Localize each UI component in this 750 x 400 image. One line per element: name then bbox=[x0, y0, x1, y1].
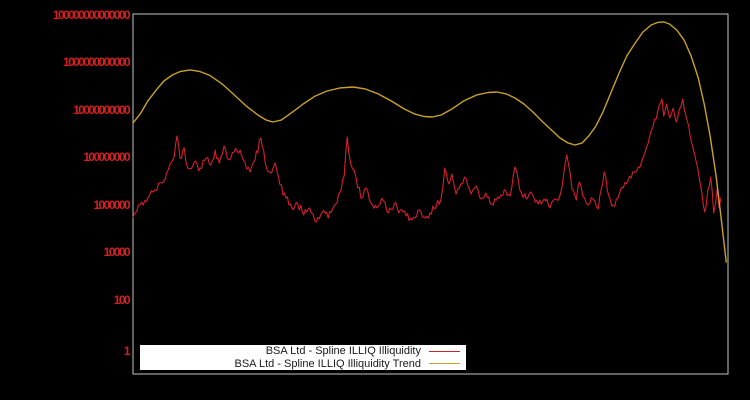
y-tick-label: 100000000 bbox=[83, 150, 131, 164]
legend-box: BSA Ltd - Spline ILLIQ Illiquidity BSA L… bbox=[139, 344, 467, 371]
illiquidity-series-line bbox=[132, 98, 722, 223]
y-tick-label: 10000 bbox=[104, 245, 131, 259]
trend-series-line bbox=[132, 21, 727, 263]
y-tick-label: 1000000 bbox=[93, 198, 130, 212]
legend-label-illiquidity: BSA Ltd - Spline ILLIQ Illiquidity bbox=[265, 345, 421, 358]
legend-entry-trend: BSA Ltd - Spline ILLIQ Illiquidity Trend bbox=[140, 358, 466, 370]
legend-entry-illiquidity: BSA Ltd - Spline ILLIQ Illiquidity bbox=[140, 345, 466, 357]
plot-frame bbox=[132, 13, 729, 375]
y-tick-label: 10000000000 bbox=[73, 103, 131, 117]
illiquidity-line-swatch-icon bbox=[429, 350, 460, 352]
trend-line-swatch-icon bbox=[429, 363, 460, 365]
legend-label-trend: BSA Ltd - Spline ILLIQ Illiquidity Trend bbox=[234, 357, 422, 370]
y-axis: 100000000000000 1000000000000 1000000000… bbox=[53, 8, 133, 358]
y-tick-label: 100000000000000 bbox=[53, 8, 131, 22]
y-tick-label: 1000000000000 bbox=[63, 55, 131, 69]
y-tick-label: 1 bbox=[124, 344, 131, 358]
series-group bbox=[132, 21, 727, 263]
y-tick-label: 100 bbox=[114, 293, 131, 307]
